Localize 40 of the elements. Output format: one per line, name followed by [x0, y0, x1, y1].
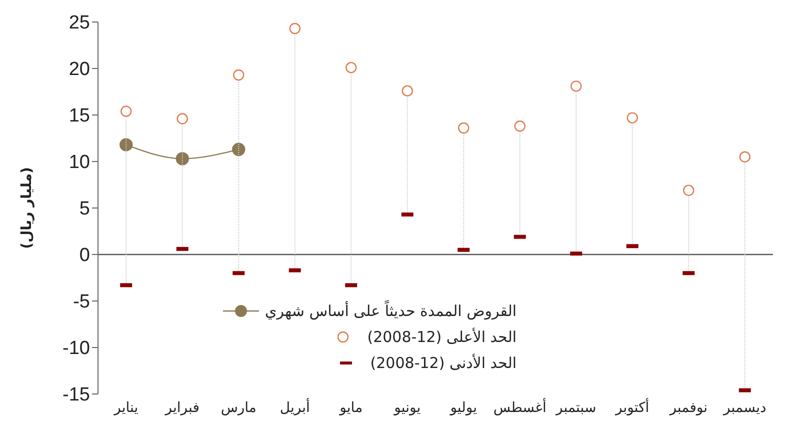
- legend-label: الحد الأدنى (12-2008): [370, 354, 517, 372]
- x-tick-label: ديسمبر: [722, 400, 766, 416]
- x-tick-label: أغسطس: [493, 398, 546, 416]
- point: [176, 113, 188, 124]
- point: [120, 138, 133, 152]
- point: [683, 184, 694, 196]
- x-tick-label: مارس: [220, 400, 256, 416]
- point: [233, 69, 244, 81]
- y-tick-label: 15: [68, 106, 90, 127]
- y-tick-label: 20: [68, 59, 90, 80]
- y-axis-title: (مليار ريال): [18, 167, 35, 249]
- point: [626, 112, 638, 124]
- x-tick-label: فبراير: [164, 400, 200, 416]
- x-tick-label: أبريل: [280, 398, 310, 416]
- point: [570, 80, 582, 92]
- y-tick-label: 0: [79, 245, 90, 266]
- y-tick-label: 5: [79, 198, 90, 220]
- point: [458, 122, 470, 134]
- point: [402, 85, 413, 96]
- legend-label: القروض الممدة حديثاً على أساس شهري: [265, 302, 517, 320]
- point: [120, 106, 132, 117]
- y-tick-label: -5: [73, 292, 90, 313]
- point: [739, 151, 750, 162]
- x-tick-label: أكتوبر: [614, 398, 650, 416]
- y-tick-label: 10: [68, 152, 90, 174]
- x-tick-label: يناير: [113, 400, 138, 416]
- point: [232, 142, 246, 156]
- y-tick-label: -10: [62, 338, 90, 360]
- x-tick-label: مايو: [338, 400, 363, 416]
- y-tick-label: -15: [62, 384, 90, 406]
- x-tick-label: سبتمبر: [555, 400, 596, 416]
- point: [346, 62, 357, 74]
- point: [289, 22, 300, 34]
- x-tick-label: نوفمبر: [668, 400, 708, 416]
- point: [176, 152, 189, 166]
- point: [514, 120, 526, 132]
- x-tick-label: يونيو: [393, 400, 421, 416]
- legend-label: الحد الأعلى (12-2008): [367, 328, 517, 346]
- x-tick-label: يوليو: [449, 400, 478, 416]
- y-tick-label: 25: [68, 12, 90, 34]
